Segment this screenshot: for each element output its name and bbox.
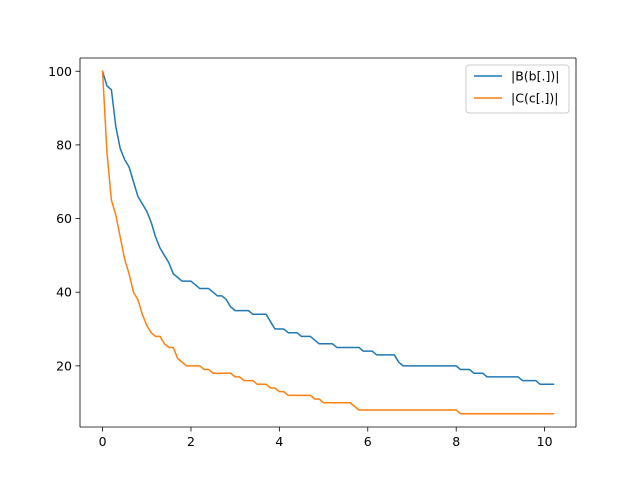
x-tick-label: 10 bbox=[537, 434, 553, 449]
x-tick-label: 4 bbox=[275, 434, 283, 449]
y-tick-label: 100 bbox=[48, 64, 72, 79]
x-tick-label: 6 bbox=[364, 434, 372, 449]
y-tick-label: 80 bbox=[56, 137, 72, 152]
y-tick-label: 60 bbox=[56, 211, 72, 226]
x-tick-label: 0 bbox=[99, 434, 107, 449]
axes-layer: 0 2 4 6 8 10 20 40 60 80 100 bbox=[48, 57, 577, 449]
y-tick-label: 20 bbox=[56, 358, 72, 373]
y-tick-label: 40 bbox=[56, 285, 72, 300]
legend: |B(b[.])| |C(c[.])| bbox=[465, 64, 570, 114]
series-line-2 bbox=[101, 70, 555, 415]
legend-label-2: |C(c[.])| bbox=[511, 91, 559, 106]
series-layer bbox=[101, 70, 555, 415]
series-line-1 bbox=[101, 70, 555, 386]
x-tick-label: 8 bbox=[452, 434, 460, 449]
x-tick-label: 2 bbox=[187, 434, 195, 449]
legend-label-1: |B(b[.])| bbox=[511, 69, 559, 84]
legend-box bbox=[465, 64, 570, 114]
